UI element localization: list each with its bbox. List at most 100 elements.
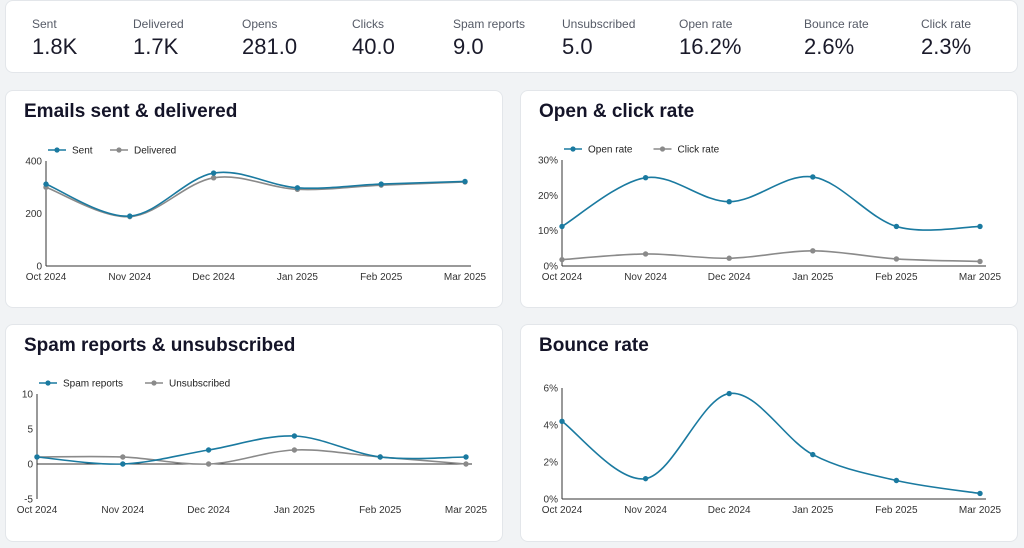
x-tick-label: Nov 2024 bbox=[108, 272, 151, 283]
panel-bounce-rate: Bounce rate 0% 2% 4% 6% Oct 2024 Nov 2024 Dec … bbox=[520, 324, 1018, 542]
data-point-spam-reports bbox=[34, 454, 40, 460]
y-tick-label: 0% bbox=[544, 262, 559, 273]
kpi-label: Sent bbox=[32, 17, 57, 31]
y-tick-label: 0 bbox=[27, 460, 33, 471]
y-tick-label: 10% bbox=[538, 226, 558, 237]
x-tick-label: Nov 2024 bbox=[101, 505, 144, 516]
data-point-unsubscribed bbox=[291, 447, 298, 453]
y-tick-label: 30% bbox=[538, 156, 558, 167]
legend-swatch-dot bbox=[116, 147, 122, 153]
legend-label: Open rate bbox=[588, 145, 633, 156]
kpi-value: 16.2% bbox=[679, 34, 742, 59]
y-tick-label: 10 bbox=[22, 390, 34, 401]
y-tick-label: 200 bbox=[25, 209, 42, 220]
kpi-value: 2.6% bbox=[804, 34, 855, 59]
panel-title: Open & click rate bbox=[539, 101, 695, 122]
legend-item: Click rate bbox=[653, 145, 720, 156]
x-tick-label: Dec 2024 bbox=[192, 272, 235, 283]
data-point-bounce-rate bbox=[642, 475, 649, 482]
data-point-unsubscribed bbox=[120, 454, 126, 460]
legend-label: Click rate bbox=[678, 145, 720, 156]
data-point-unsubscribed bbox=[205, 461, 212, 467]
legend-label: Spam reports bbox=[63, 379, 123, 390]
data-point-click-rate bbox=[893, 256, 900, 262]
x-tick-label: Feb 2025 bbox=[875, 505, 918, 516]
kpi-unsubscribed: Unsubscribed 5.0 bbox=[562, 17, 635, 60]
x-tick-label: Dec 2024 bbox=[708, 272, 751, 283]
series-line-open-rate bbox=[561, 175, 981, 231]
kpi-delivered: Delivered 1.7K bbox=[133, 17, 184, 60]
kpi-open-rate: Open rate 16.2% bbox=[679, 17, 741, 60]
emails-sent-delivered-chart: 0 200 400 Oct 2024 Nov 2024 Dec 2024 Jan 2025 F… bbox=[25, 146, 487, 284]
x-tick-label: Dec 2024 bbox=[708, 505, 751, 516]
data-point-open-rate bbox=[893, 223, 900, 230]
kpi-label: Clicks bbox=[352, 17, 384, 31]
kpi-opens: Opens 281.0 bbox=[242, 17, 297, 60]
y-tick-label: 0 bbox=[36, 262, 42, 273]
kpi-value: 281.0 bbox=[242, 34, 298, 59]
legend-item: Spam reports bbox=[39, 379, 123, 390]
open-click-rate-chart: 0% 10% 20% 30% Oct 2024 Nov 2024 Dec 2024 Jan 2… bbox=[538, 145, 1002, 284]
x-tick-label: Jan 2025 bbox=[277, 272, 319, 283]
data-point-open-rate bbox=[977, 223, 983, 230]
kpi-label: Bounce rate bbox=[804, 17, 869, 31]
kpi-clicks: Clicks 40.0 bbox=[352, 17, 395, 60]
data-point-open-rate bbox=[642, 174, 649, 181]
x-tick-label: Feb 2025 bbox=[359, 505, 402, 516]
x-tick-label: Jan 2025 bbox=[792, 505, 834, 516]
legend-item: Sent bbox=[48, 146, 93, 157]
kpi-value: 5.0 bbox=[562, 34, 593, 59]
y-tick-label: 5 bbox=[27, 425, 33, 436]
kpi-value: 1.8K bbox=[32, 34, 78, 59]
x-tick-label: Mar 2025 bbox=[445, 505, 488, 516]
series-line-spam-reports bbox=[36, 435, 467, 465]
x-tick-label: Nov 2024 bbox=[624, 272, 667, 283]
x-tick-label: Mar 2025 bbox=[959, 505, 1002, 516]
x-tick-label: Oct 2024 bbox=[26, 272, 67, 283]
y-tick-label: -5 bbox=[24, 495, 33, 506]
y-tick-label: 2% bbox=[544, 458, 559, 469]
series-line-unsubscribed bbox=[36, 449, 467, 465]
data-point-sent bbox=[378, 181, 384, 187]
legend-swatch-dot bbox=[151, 380, 157, 386]
data-point-spam-reports bbox=[205, 447, 212, 453]
spam-unsubscribed-chart: -5 0 5 10 Oct 2024 Nov 2024 Dec 2024 Jan 2025 Fe… bbox=[17, 379, 488, 517]
legend-item: Unsubscribed bbox=[145, 379, 230, 390]
legend-swatch-dot bbox=[45, 380, 51, 386]
data-point-spam-reports bbox=[120, 461, 126, 467]
kpi-label: Opens bbox=[242, 17, 278, 31]
data-point-sent bbox=[127, 213, 133, 219]
x-tick-label: Jan 2025 bbox=[274, 505, 316, 516]
x-tick-label: Jan 2025 bbox=[792, 272, 834, 283]
series-line-click-rate bbox=[561, 250, 981, 263]
panel-title: Bounce rate bbox=[539, 335, 649, 356]
legend-label: Delivered bbox=[134, 146, 176, 157]
x-tick-label: Mar 2025 bbox=[444, 272, 487, 283]
legend-swatch-dot bbox=[54, 147, 60, 153]
kpi-bounce-rate: Bounce rate 2.6% bbox=[804, 17, 869, 60]
kpi-spam-reports: Spam reports 9.0 bbox=[453, 17, 525, 60]
kpi-click-rate: Click rate 2.3% bbox=[921, 17, 971, 60]
y-tick-label: 0% bbox=[544, 495, 559, 506]
data-point-click-rate bbox=[810, 248, 816, 254]
x-tick-label: Oct 2024 bbox=[542, 505, 583, 516]
series-line-sent bbox=[45, 171, 466, 217]
panel-open-click-rate: Open & click rate 0% 10% 20% 30% Oct 2024 Nov… bbox=[520, 90, 1018, 308]
kpi-value: 9.0 bbox=[453, 34, 484, 59]
x-tick-label: Oct 2024 bbox=[17, 505, 58, 516]
panel-spam-unsubscribed: Spam reports & unsubscribed -5 0 5 10 Oct 20… bbox=[5, 324, 503, 542]
kpi-label: Open rate bbox=[679, 17, 733, 31]
data-point-open-rate bbox=[810, 174, 816, 180]
data-point-sent bbox=[294, 185, 301, 191]
x-tick-label: Oct 2024 bbox=[542, 272, 583, 283]
kpi-label: Click rate bbox=[921, 17, 972, 31]
data-point-sent bbox=[43, 181, 49, 187]
panel-title: Emails sent & delivered bbox=[24, 101, 238, 122]
data-point-unsubscribed bbox=[463, 461, 469, 467]
bounce-rate-chart: 0% 2% 4% 6% Oct 2024 Nov 2024 Dec 2024 Jan 2025… bbox=[542, 384, 1002, 517]
data-point-click-rate bbox=[977, 258, 983, 265]
kpi-value: 1.7K bbox=[133, 34, 179, 59]
data-point-bounce-rate bbox=[726, 390, 732, 397]
data-point-click-rate bbox=[642, 251, 649, 257]
data-point-delivered bbox=[210, 175, 217, 181]
